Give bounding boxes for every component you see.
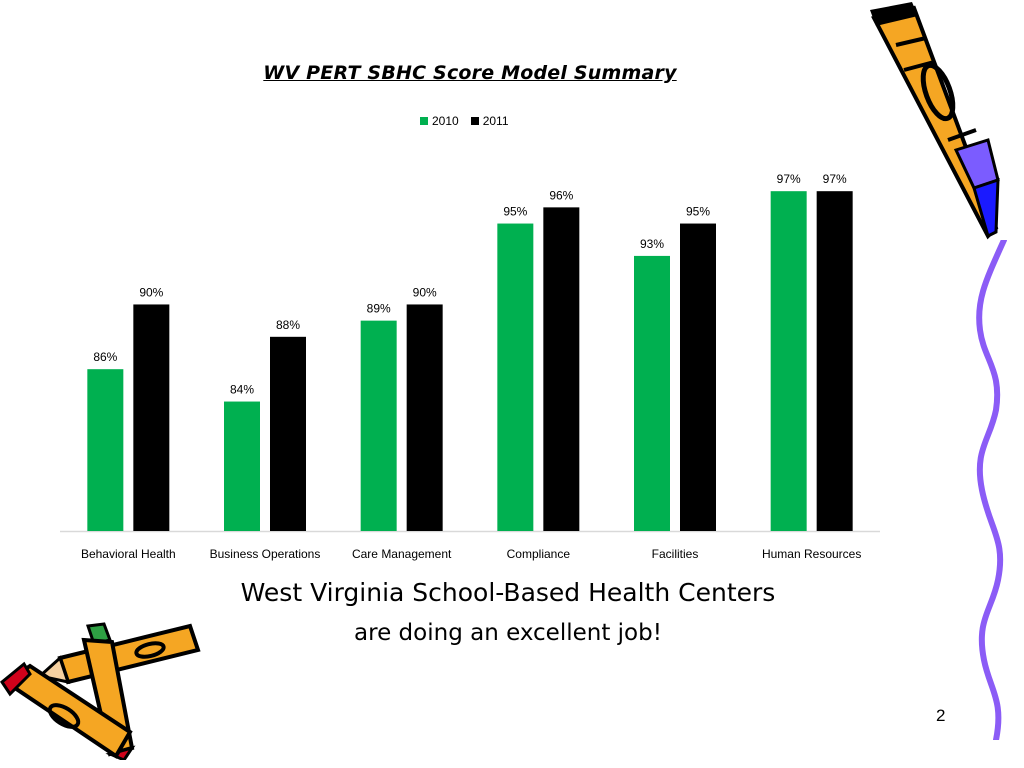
bar-2011-business-operations [270, 336, 306, 531]
legend-swatch-2011 [470, 117, 479, 125]
data-label-2011-facilities: 95% [686, 205, 710, 219]
data-label-2011-behavioral-health: 90% [139, 285, 163, 299]
slide-subtitle-line1: West Virginia School-Based Health Center… [240, 578, 776, 607]
data-label-2010-business-operations: 84% [230, 383, 254, 397]
bar-2010-care-management [360, 320, 397, 531]
data-label-2010-compliance: 95% [503, 205, 527, 219]
bar-2010-business-operations [224, 401, 260, 531]
chart-title: WV PERT SBHC Score Model Summary [263, 62, 677, 84]
data-label-2010-care-management: 89% [367, 302, 391, 316]
legend-item-2011: 2011 [470, 114, 509, 128]
data-label-2010-facilities: 93% [640, 237, 664, 251]
bar-2010-behavioral-health [87, 369, 124, 531]
legend-label-2011: 2011 [482, 114, 509, 128]
data-label-2010-human-resources: 97% [777, 172, 801, 186]
bar-2011-facilities [680, 223, 716, 531]
bar-2011-behavioral-health [133, 304, 170, 531]
bar-2011-compliance [543, 207, 580, 531]
squiggle-line-icon [976, 240, 1007, 740]
crossed-pencils-icon [0, 622, 201, 760]
chart-legend: 2010 2011 [420, 114, 509, 128]
data-label-2010-behavioral-health: 86% [93, 350, 117, 364]
category-label-facilities: Facilities [652, 547, 699, 561]
bar-2010-facilities [634, 255, 670, 531]
bar-2011-care-management [406, 304, 443, 531]
pencil-icon [870, 2, 1000, 240]
legend-item-2010: 2010 [420, 114, 459, 128]
legend-swatch-2010 [420, 117, 428, 125]
bar-2010-compliance [497, 223, 534, 531]
slide-number: 2 [936, 706, 946, 725]
category-label-compliance: Compliance [507, 547, 571, 561]
slide-subtitle-line2: are doing an excellent job! [354, 620, 662, 646]
bar-2011-human-resources [816, 191, 853, 531]
bar-2010-human-resources [770, 191, 807, 531]
category-label-human-resources: Human Resources [762, 547, 861, 561]
category-label-behavioral-health: Behavioral Health [81, 547, 176, 561]
data-label-2011-business-operations: 88% [276, 318, 300, 332]
data-label-2011-care-management: 90% [413, 285, 437, 299]
category-label-care-management: Care Management [352, 547, 452, 561]
legend-label-2010: 2010 [432, 114, 459, 128]
data-label-2011-compliance: 96% [549, 188, 573, 202]
category-label-business-operations: Business Operations [210, 547, 321, 561]
data-label-2011-human-resources: 97% [823, 172, 847, 186]
